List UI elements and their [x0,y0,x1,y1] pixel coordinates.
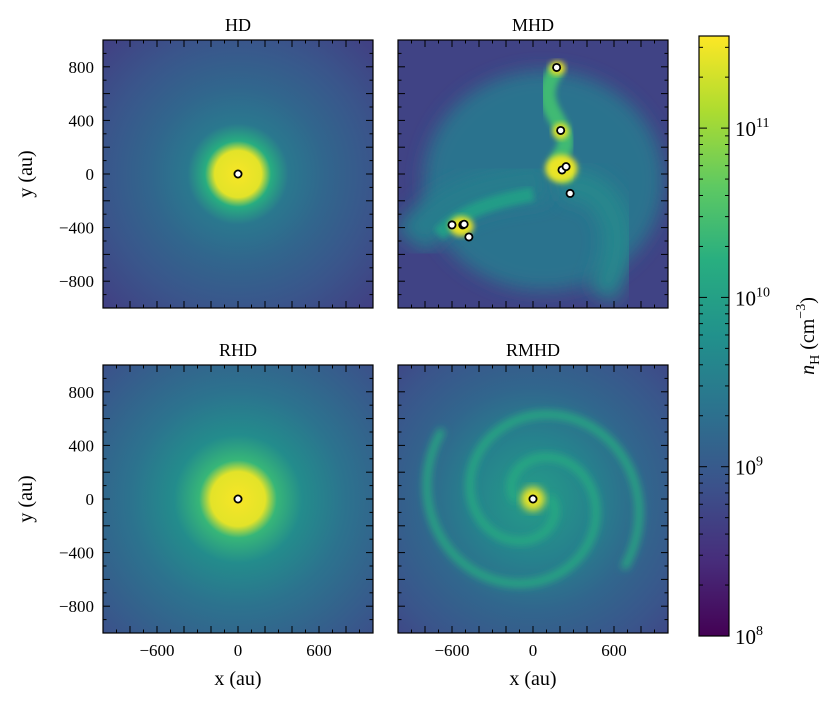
sink-particle [552,62,562,72]
x-tick-label: 600 [601,641,627,660]
x-axis-label: x (au) [214,668,261,690]
x-tick-label: 600 [306,641,332,660]
spiral-arm [423,428,600,588]
sink-particle [233,494,243,504]
panel-title: RHD [219,340,257,360]
y-tick-label: 0 [86,490,95,509]
panel-rhd: RHD 800 400 0 −400 −800 y (au) −600 0 600 x (au) [15,340,374,690]
sink-particle [464,232,474,242]
x-tick-label: 0 [234,641,243,660]
y-tick-label: 400 [69,436,95,455]
sink-particle [233,169,243,179]
colorbar: 108 109 1010 1011 nH (cm−3) [698,35,823,649]
y-tick-label: −400 [59,219,94,238]
y-tick-label: −400 [59,544,94,563]
sink-particle [459,219,469,229]
x-axis-label: x (au) [509,668,556,690]
colorbar-tick-label: 108 [735,624,763,649]
ticks [398,365,668,633]
ticks [103,40,373,308]
ticks [103,365,373,633]
panels: HD 800 400 0 −400 −800 y (au) MHD RHD 800 400 0 −400… [15,15,669,690]
colorbar-tick-label: 109 [735,455,763,480]
panel-mhd: MHD [397,15,669,309]
panel-rmhd: RMHD −600 0 600 x (au) [397,340,669,690]
filament [433,187,535,240]
x-tick-label: −600 [434,641,469,660]
sink-particle [528,494,538,504]
y-tick-label: 400 [69,111,95,130]
y-axis-label: y (au) [15,475,37,522]
sink-particle [565,188,575,198]
y-tick-label: −800 [59,272,94,291]
x-tick-label: 0 [529,641,538,660]
y-tick-label: 800 [69,58,95,77]
y-tick-label: −800 [59,597,94,616]
sink-particle [556,125,566,135]
colorbar-tick-label: 1011 [735,116,769,141]
y-tick-label: 800 [69,383,95,402]
y-tick-label: 0 [86,165,95,184]
spiral-arm [466,410,643,570]
spiral-arm [555,170,633,303]
colorbar-frame [698,35,730,637]
colorbar-tick-label: 1010 [735,285,770,310]
spiral-arm [398,160,550,254]
y-axis-label: y (au) [15,150,37,197]
panel-hd: HD 800 400 0 −400 −800 y (au) [15,15,374,309]
colorbar-label: nH (cm−3) [794,297,823,375]
x-tick-label: −600 [139,641,174,660]
panel-title: HD [225,15,251,35]
colorbar-gradient [699,36,729,636]
colorbar-ticks [699,46,729,637]
sink-particle [447,220,457,230]
density-map [398,40,668,308]
panel-title: RMHD [506,340,560,360]
sink-particle [561,162,571,172]
panel-title: MHD [512,15,554,35]
ticks [398,40,668,308]
